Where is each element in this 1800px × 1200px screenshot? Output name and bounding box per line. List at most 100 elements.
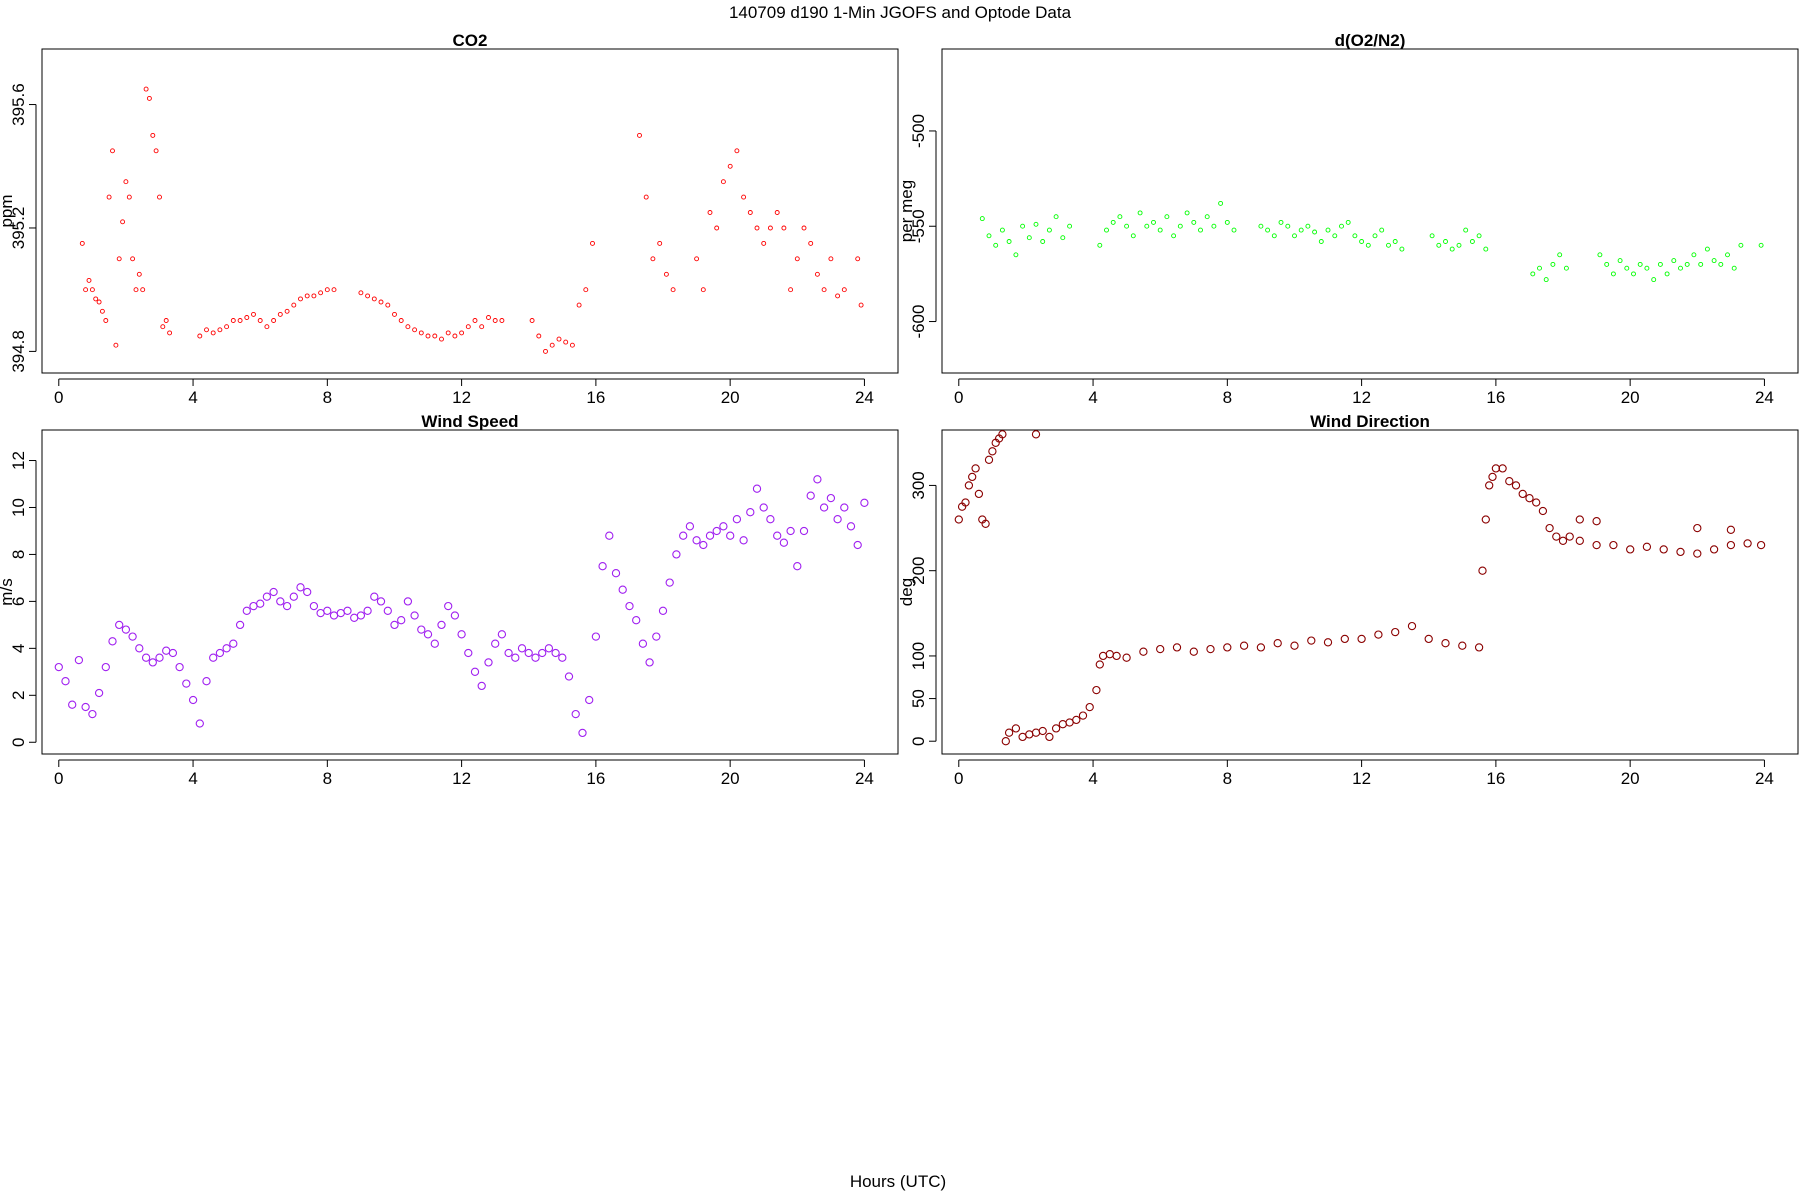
- data-point: [1124, 223, 1130, 229]
- data-point: [1481, 515, 1490, 524]
- data-point: [1651, 277, 1657, 283]
- data-point: [450, 611, 460, 620]
- data-point: [1307, 636, 1316, 645]
- data-point: [1597, 252, 1603, 258]
- data-point: [1731, 265, 1737, 271]
- data-point: [1386, 242, 1391, 248]
- data-point: [1001, 737, 1010, 746]
- data-point: [1469, 239, 1475, 244]
- data-point: [323, 606, 332, 615]
- data-point: [222, 644, 231, 653]
- data-point: [1318, 239, 1324, 244]
- data-point: [68, 700, 77, 709]
- data-point: [329, 611, 339, 620]
- y-tick-label: 200: [909, 556, 928, 584]
- data-point: [168, 648, 178, 658]
- data-point: [835, 293, 841, 299]
- data-point: [1537, 265, 1542, 271]
- data-point: [1004, 728, 1014, 737]
- data-point: [242, 606, 251, 615]
- data-point: [135, 644, 144, 653]
- data-point: [998, 430, 1007, 439]
- data-point: [618, 585, 627, 594]
- y-tick-label: 395.6: [9, 83, 28, 126]
- data-point: [1312, 229, 1318, 235]
- data-point: [1285, 223, 1291, 229]
- data-point: [794, 256, 800, 262]
- data-point: [1271, 233, 1277, 239]
- y-tick-label: 0: [909, 736, 928, 745]
- data-point: [363, 606, 372, 615]
- x-tick-label: 24: [1755, 388, 1774, 407]
- data-point: [739, 536, 748, 545]
- data-point: [1518, 489, 1527, 499]
- x-tick-label: 4: [1088, 388, 1097, 407]
- data-point: [1078, 711, 1088, 720]
- data-point: [1558, 536, 1568, 545]
- x-tick-label: 16: [1486, 388, 1505, 407]
- data-point: [1726, 525, 1736, 534]
- data-point: [257, 318, 263, 323]
- data-point: [1298, 227, 1304, 233]
- data-point: [1278, 219, 1284, 225]
- data-point: [665, 578, 674, 587]
- data-point: [418, 330, 424, 336]
- data-point: [303, 587, 312, 597]
- data-point: [264, 324, 270, 330]
- data-point: [808, 240, 814, 246]
- data-point: [148, 658, 157, 667]
- data-point: [720, 179, 726, 185]
- data-point: [358, 290, 364, 296]
- data-point: [202, 677, 211, 686]
- data-point: [1449, 246, 1455, 252]
- panel-co2: CO2 ppm 0 4 8 12 16 20 24 394.8 395.2 395.6: [0, 31, 899, 407]
- x-tick-label: 4: [1088, 769, 1097, 788]
- data-point: [1693, 549, 1702, 558]
- data-point: [499, 318, 505, 323]
- data-point: [126, 194, 132, 200]
- data-point: [271, 318, 277, 323]
- data-point: [1498, 464, 1507, 473]
- data-point: [699, 540, 708, 550]
- data-point: [1592, 540, 1601, 550]
- data-point: [638, 639, 648, 648]
- x-tick-label: 0: [54, 769, 63, 788]
- data-point: [759, 503, 768, 512]
- data-point: [650, 256, 656, 262]
- x-tick-label: 8: [1223, 769, 1232, 788]
- data-point: [1020, 223, 1026, 229]
- data-point: [1676, 547, 1685, 557]
- data-point: [1609, 540, 1618, 550]
- y-tick-label: 10: [9, 498, 28, 517]
- data-point: [1053, 214, 1059, 220]
- data-point: [162, 646, 171, 655]
- data-point: [123, 179, 129, 185]
- data-point: [350, 613, 359, 622]
- data-point: [726, 531, 735, 540]
- data-point: [752, 484, 762, 493]
- data-point: [1545, 523, 1554, 533]
- data-point: [1345, 219, 1351, 225]
- data-point: [813, 475, 822, 484]
- data-point: [370, 592, 379, 601]
- data-point: [1550, 261, 1556, 267]
- data-point: [1323, 638, 1333, 647]
- data-point: [150, 132, 156, 138]
- data-point: [86, 277, 92, 283]
- data-point: [1325, 227, 1331, 233]
- data-point: [964, 481, 974, 490]
- data-point: [1273, 639, 1282, 648]
- data-point: [484, 658, 493, 667]
- data-point: [1013, 252, 1019, 258]
- panel-o2n2: d(O2/N2) per meg 0 4 8 12 16 20 24 -600 -550 -500: [897, 31, 1799, 407]
- data-point: [1684, 261, 1690, 267]
- data-point: [1617, 258, 1623, 264]
- x-tick-label: 0: [54, 388, 63, 407]
- data-point: [432, 333, 438, 339]
- data-point: [761, 240, 767, 246]
- data-point: [685, 522, 695, 531]
- data-point: [269, 587, 278, 597]
- data-point: [1040, 239, 1046, 244]
- data-point: [504, 648, 513, 658]
- data-point: [160, 324, 166, 330]
